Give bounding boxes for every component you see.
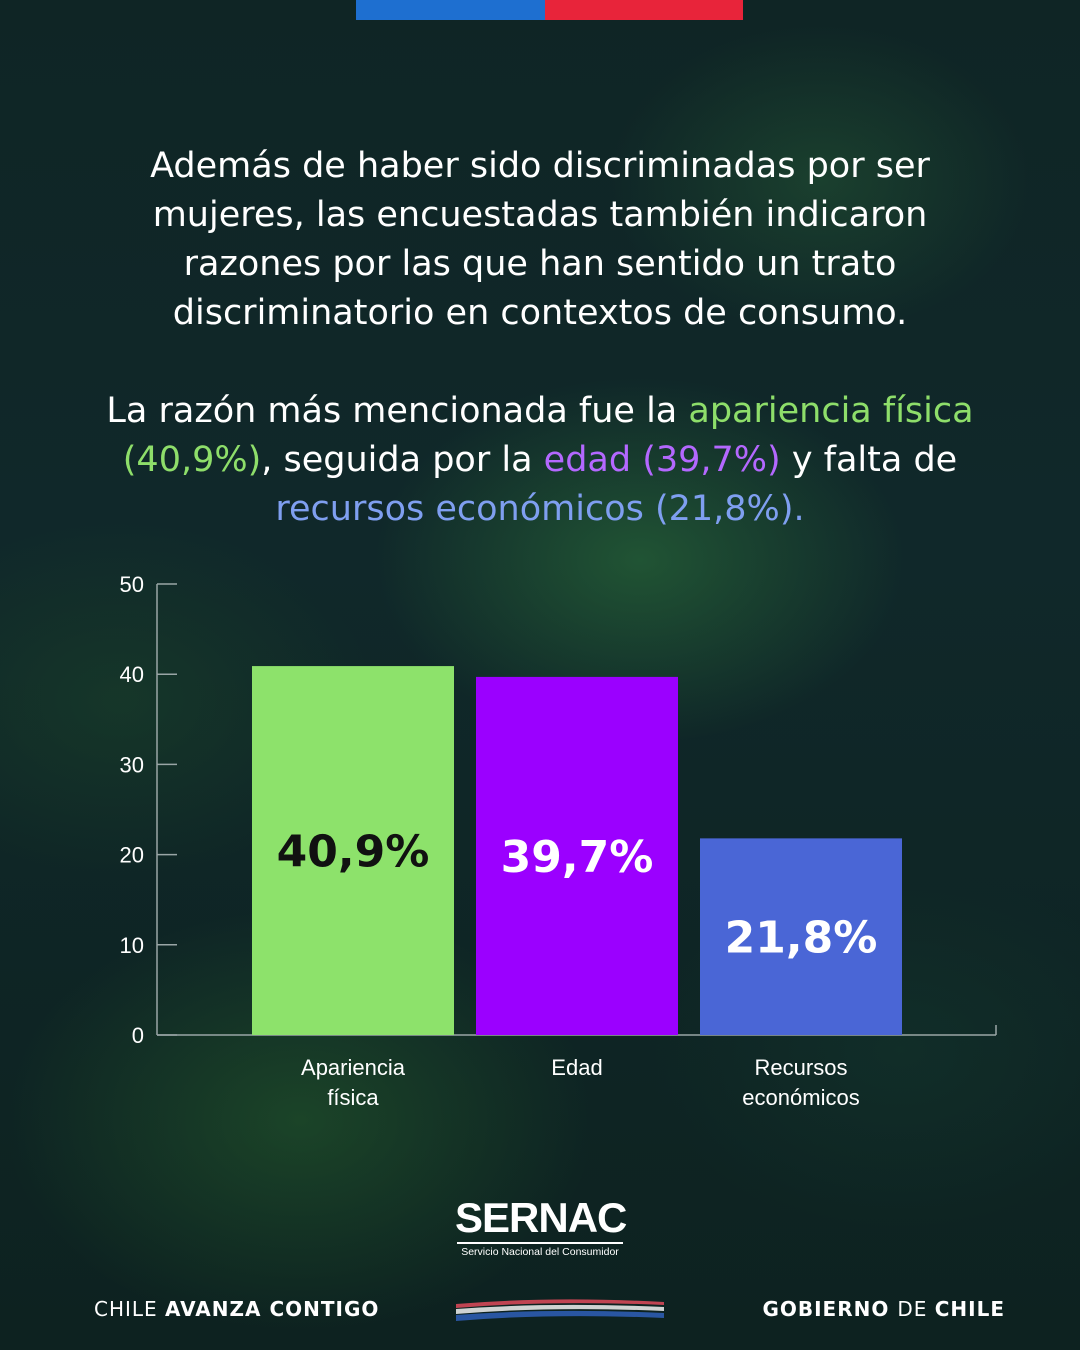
footer-left-a: CHILE: [94, 1297, 166, 1321]
footer-slogan: CHILE AVANZA CONTIGO: [94, 1297, 379, 1321]
y-tick-label: 50: [120, 572, 144, 597]
sernac-logo: SERNAC Servicio Nacional del Consumidor: [455, 1194, 627, 1259]
x-category-label: Edad: [551, 1055, 602, 1080]
y-tick-label: 10: [120, 933, 144, 958]
x-category-label: económicos: [742, 1085, 859, 1110]
y-tick-label: 0: [132, 1023, 144, 1048]
x-category-label: Recursos: [755, 1055, 848, 1080]
highlight-age: edad (39,7%): [543, 440, 781, 480]
bar-data-label: 21,8%: [725, 913, 878, 964]
logo-subtitle: Servicio Nacional del Consumidor: [461, 1246, 619, 1258]
y-tick-label: 30: [120, 752, 144, 777]
highlight-text: La razón más mencionada fue la aparienci…: [90, 387, 990, 534]
x-category-label: física: [327, 1085, 379, 1110]
y-tick-label: 40: [120, 662, 144, 687]
bar-chart: 0 10 20 30 40 50 40,9% Apariencia física 39,7% Eda…: [120, 572, 997, 1110]
top-color-bar: [356, 0, 743, 20]
bar: [700, 838, 902, 1035]
logo-name: SERNAC: [455, 1194, 627, 1241]
flag-swoosh-icon: [456, 1299, 664, 1321]
bar-data-label: 40,9%: [277, 827, 430, 878]
footer-government: GOBIERNO DE CHILE: [762, 1297, 1005, 1321]
highlight-part3: y falta de: [780, 440, 958, 480]
top-bar-blue: [356, 0, 545, 20]
logo-rule: [457, 1242, 623, 1244]
footer-right-a: GOBIERNO: [762, 1297, 898, 1321]
bar: [252, 666, 454, 1035]
highlight-appearance: apariencia física (40,9%): [122, 391, 974, 480]
x-category-label: Apariencia: [301, 1055, 406, 1080]
footer-right-c: CHILE: [934, 1297, 1005, 1321]
bar: [476, 676, 678, 1035]
footer-left-b: AVANZA CONTIGO: [165, 1297, 380, 1321]
highlight-resources: recursos económicos (21,8%).: [275, 489, 805, 529]
footer-right-b: DE: [897, 1297, 935, 1321]
bar-data-label: 39,7%: [501, 832, 654, 883]
highlight-part2: , seguida por la: [261, 440, 544, 480]
y-tick-label: 20: [120, 843, 144, 868]
highlight-part1: La razón más mencionada fue la: [106, 391, 689, 431]
top-bar-red: [545, 0, 743, 20]
intro-text: Además de haber sido discriminadas por s…: [150, 146, 930, 333]
